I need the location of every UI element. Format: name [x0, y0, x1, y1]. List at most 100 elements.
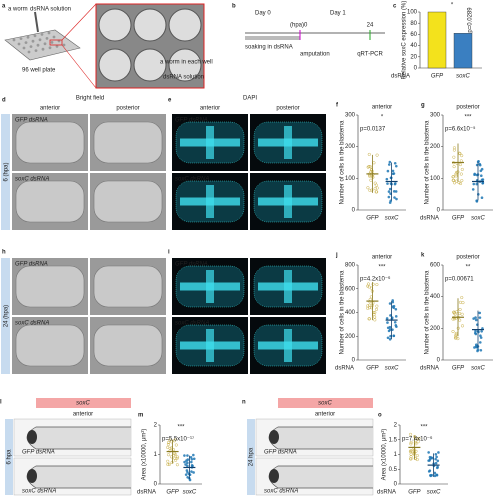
worm [15, 324, 85, 367]
dot [394, 182, 397, 185]
label: ** [466, 265, 471, 271]
label: a worm [8, 7, 28, 13]
dot [369, 178, 373, 182]
dot [175, 456, 179, 460]
zoom-line [61, 3, 97, 41]
panel-letter: n [242, 400, 246, 406]
nuclei [284, 126, 292, 159]
label: posterior [456, 105, 479, 111]
worm [93, 180, 163, 223]
label: p=5.5x10⁻¹⁷ [162, 436, 194, 443]
dot [388, 160, 392, 164]
dot [375, 283, 379, 287]
x-tick-label: soxC [471, 216, 485, 222]
label: posterior [276, 106, 299, 112]
dot [436, 459, 440, 463]
dot [392, 334, 395, 338]
panel-letter: l [0, 400, 2, 406]
y-tick-label: 0 [414, 66, 418, 72]
y-tick-label: 20 [410, 54, 417, 60]
dot [428, 469, 432, 472]
signal [27, 430, 37, 444]
dot [387, 190, 391, 193]
well [55, 45, 59, 48]
dot [388, 187, 392, 191]
panel-letter: o [378, 413, 382, 419]
well [43, 42, 47, 46]
dot [452, 311, 456, 315]
worm [26, 465, 131, 489]
dot [393, 320, 397, 324]
x-tick-label: GFP [366, 366, 378, 372]
dot [391, 305, 395, 308]
side-bar [1, 258, 10, 374]
dot [459, 172, 463, 176]
y-tick-label: 200 [345, 334, 356, 340]
dot [389, 314, 392, 317]
row-label: GFP dsRNA [175, 262, 208, 268]
label: Day 1 [330, 11, 346, 17]
well [47, 31, 51, 35]
label: *** [378, 265, 386, 271]
panel-letter: i [168, 250, 170, 256]
well [24, 41, 28, 44]
panel-letter: b [232, 4, 236, 10]
well [36, 43, 40, 47]
label: DAPI [243, 96, 257, 102]
dot [395, 325, 398, 328]
dot [173, 456, 177, 461]
well [33, 34, 37, 38]
dot [427, 451, 430, 454]
dot [183, 460, 186, 464]
well [17, 42, 21, 46]
dot [409, 440, 413, 444]
well [41, 47, 45, 51]
dot [374, 183, 378, 187]
dot [474, 318, 478, 322]
dot [373, 187, 377, 191]
dot [166, 440, 171, 445]
panel-letter: c [393, 4, 397, 10]
dot [168, 438, 172, 442]
dot [374, 307, 379, 311]
x-tick-label: GFP [452, 366, 464, 372]
label: anterior [200, 106, 220, 112]
dot [416, 440, 420, 444]
label: p=7.4x10⁻⁶ [402, 436, 433, 443]
label: dsRNA [377, 490, 396, 496]
dot [479, 348, 483, 352]
well-zoom [168, 8, 202, 42]
dot [409, 452, 413, 456]
label: a worm in each well [160, 60, 213, 66]
worm [15, 265, 85, 308]
label: posterior [456, 255, 479, 261]
label: Relative soxC expression (%) [402, 1, 408, 80]
header [36, 398, 131, 408]
dot [385, 177, 389, 181]
label: (hpa) [290, 23, 304, 29]
dot [192, 471, 195, 474]
y-tick-label: 60 [410, 32, 417, 38]
dot [415, 453, 419, 458]
dot [190, 457, 194, 461]
worm [26, 426, 131, 450]
dot [454, 333, 458, 337]
y-tick-label: 2 [154, 423, 158, 429]
dot [461, 301, 465, 305]
well [22, 46, 26, 50]
dot [476, 160, 480, 164]
dot [460, 167, 464, 171]
dot [392, 172, 396, 175]
nuclei [206, 126, 214, 159]
row-label: GFP dsRNA [15, 118, 48, 124]
label: Area (x10000, μm²) [382, 429, 388, 481]
dot [166, 462, 170, 466]
dot [371, 175, 375, 179]
dot [479, 174, 483, 178]
dot [387, 195, 391, 199]
dot [453, 336, 458, 340]
dot [451, 175, 455, 179]
well-zoom [133, 48, 167, 82]
row-label: GFP dsRNA [175, 118, 208, 124]
signal [269, 469, 279, 483]
